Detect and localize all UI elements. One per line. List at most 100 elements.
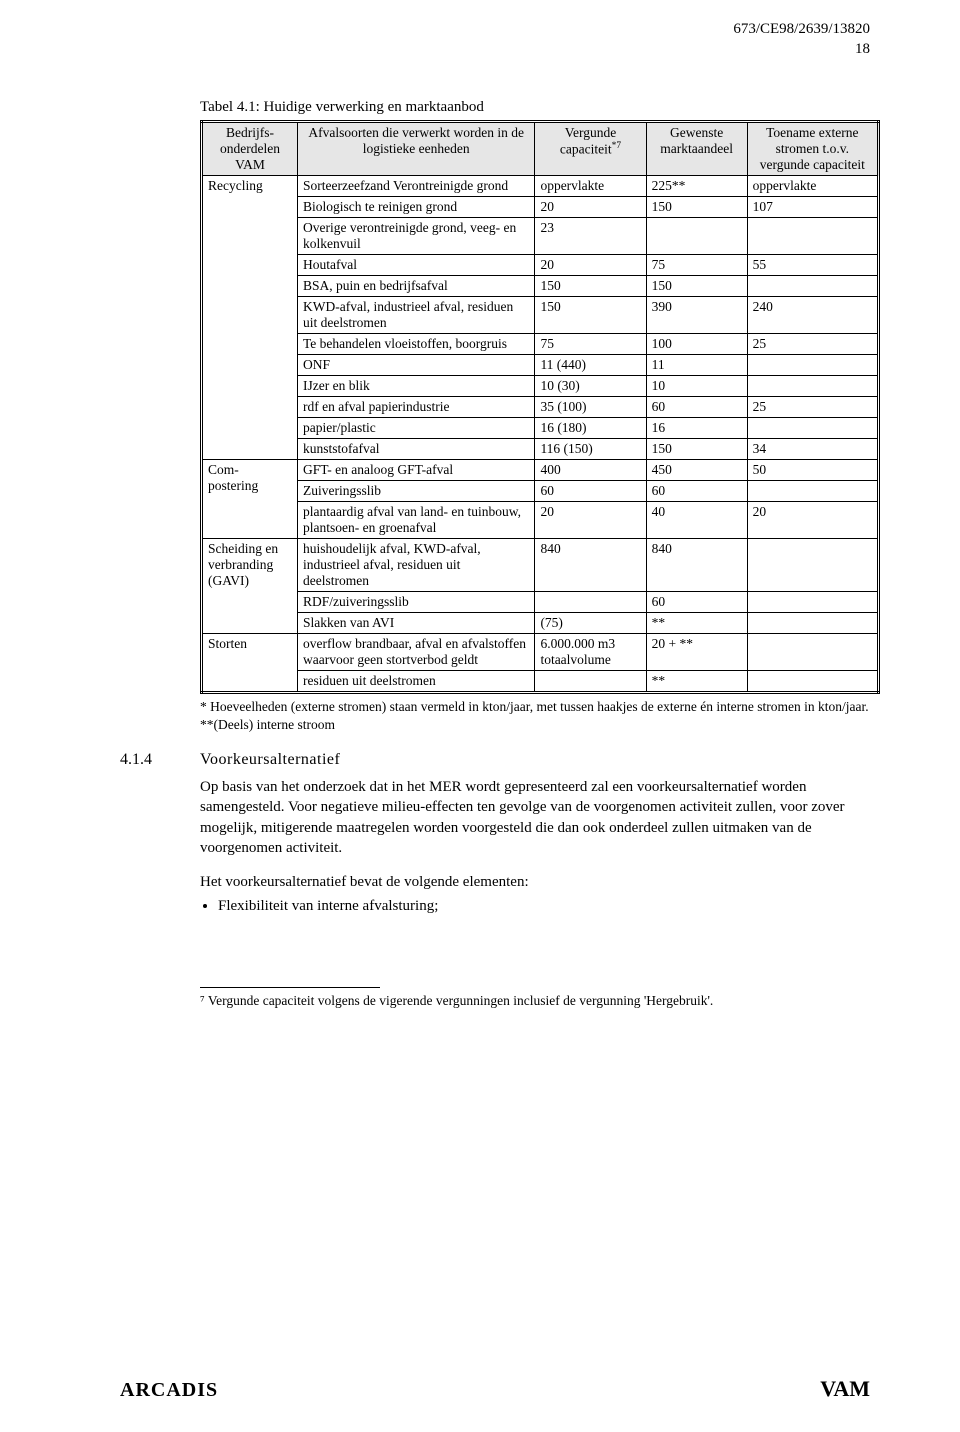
table-row: residuen uit deelstromen**	[202, 671, 879, 693]
value-cell	[747, 418, 878, 439]
item-cell: RDF/zuiveringsslib	[297, 592, 534, 613]
brand-vam: VAM	[820, 1376, 870, 1402]
value-cell: 34	[747, 439, 878, 460]
value-cell: 225**	[646, 176, 747, 197]
table-row: Zuiveringsslib6060	[202, 481, 879, 502]
item-cell: overflow brandbaar, afval en afvalstoffe…	[297, 634, 534, 671]
value-cell: 60	[646, 481, 747, 502]
paragraph: Op basis van het onderzoek dat in het ME…	[200, 777, 860, 858]
th-wastetypes: Afvalsoorten die verwerkt worden in de l…	[297, 122, 534, 176]
category-cell: Com- postering	[202, 460, 298, 539]
value-cell	[646, 218, 747, 255]
bullet-item: Flexibiliteit van interne afvalsturing;	[218, 896, 860, 916]
value-cell: 60	[535, 481, 646, 502]
value-cell: 16	[646, 418, 747, 439]
value-cell: 100	[646, 334, 747, 355]
value-cell	[747, 592, 878, 613]
table-row: IJzer en blik10 (30)10	[202, 376, 879, 397]
table-row: plantaardig afval van land- en tuinbouw,…	[202, 502, 879, 539]
th-category: Bedrijfs- onderdelen VAM	[202, 122, 298, 176]
table-row: Te behandelen vloeistoffen, boorgruis751…	[202, 334, 879, 355]
value-cell	[535, 671, 646, 693]
value-cell: 50	[747, 460, 878, 481]
value-cell: 150	[646, 197, 747, 218]
value-cell: (75)	[535, 613, 646, 634]
item-cell: Zuiveringsslib	[297, 481, 534, 502]
item-cell: kunststofafval	[297, 439, 534, 460]
value-cell: 16 (180)	[535, 418, 646, 439]
value-cell: 390	[646, 297, 747, 334]
item-cell: Houtafval	[297, 255, 534, 276]
item-cell: Slakken van AVI	[297, 613, 534, 634]
value-cell	[747, 634, 878, 671]
value-cell: 25	[747, 397, 878, 418]
value-cell: 6.000.000 m3 totaalvolume	[535, 634, 646, 671]
value-cell	[747, 613, 878, 634]
table-row: RecyclingSorteerzeefzand Verontreinigde …	[202, 176, 879, 197]
value-cell: 840	[646, 539, 747, 592]
value-cell: 20	[535, 255, 646, 276]
value-cell: 11	[646, 355, 747, 376]
value-cell: 20	[535, 197, 646, 218]
document-header: 673/CE98/2639/13820 18	[120, 20, 870, 59]
item-cell: huishoudelijk afval, KWD-afval, industri…	[297, 539, 534, 592]
value-cell: **	[646, 613, 747, 634]
value-cell: 150	[646, 439, 747, 460]
value-cell: 116 (150)	[535, 439, 646, 460]
table-row: Scheiding en verbranding (GAVI)huishoude…	[202, 539, 879, 592]
table-row: RDF/zuiveringsslib 60	[202, 592, 879, 613]
th-increase: Toename externe stromen t.o.v. vergunde …	[747, 122, 878, 176]
table-row: Com- posteringGFT- en analoog GFT-afval4…	[202, 460, 879, 481]
value-cell	[535, 592, 646, 613]
value-cell: 10 (30)	[535, 376, 646, 397]
footnote-7: ⁷ Vergunde capaciteit volgens de vigeren…	[200, 992, 840, 1010]
value-cell: 60	[646, 592, 747, 613]
th-marketshare: Gewenste marktaandeel	[646, 122, 747, 176]
value-cell: 75	[646, 255, 747, 276]
item-cell: Te behandelen vloeistoffen, boorgruis	[297, 334, 534, 355]
value-cell: 400	[535, 460, 646, 481]
value-cell	[747, 355, 878, 376]
table-row: KWD-afval, industrieel afval, residuen u…	[202, 297, 879, 334]
doc-reference: 673/CE98/2639/13820	[120, 20, 870, 40]
item-cell: KWD-afval, industrieel afval, residuen u…	[297, 297, 534, 334]
value-cell: 150	[646, 276, 747, 297]
table-caption: Tabel 4.1: Huidige verwerking en marktaa…	[200, 99, 870, 116]
table-row: ONF11 (440)11	[202, 355, 879, 376]
item-cell: IJzer en blik	[297, 376, 534, 397]
section-title: Voorkeursalternatief	[200, 751, 340, 769]
section-number: 4.1.4	[120, 751, 200, 769]
value-cell: 60	[646, 397, 747, 418]
footnote-doublestar: **(Deels) interne stroom	[200, 716, 880, 734]
value-cell: oppervlakte	[535, 176, 646, 197]
table-footnotes: * Hoeveelheden (externe stromen) staan v…	[200, 698, 880, 733]
table-row: Houtafval207555	[202, 255, 879, 276]
value-cell: 35 (100)	[535, 397, 646, 418]
table-row: Slakken van AVI(75)**	[202, 613, 879, 634]
value-cell: 75	[535, 334, 646, 355]
table-row: Biologisch te reinigen grond20150107	[202, 197, 879, 218]
value-cell: 23	[535, 218, 646, 255]
page-footer: ARCADIS VAM	[120, 1376, 870, 1402]
table-row: rdf en afval papierindustrie35 (100)6025	[202, 397, 879, 418]
footnote-rule	[200, 987, 380, 988]
value-cell: 55	[747, 255, 878, 276]
paragraph: Het voorkeursalternatief bevat de volgen…	[200, 872, 860, 892]
item-cell: Sorteerzeefzand Verontreinigde grond	[297, 176, 534, 197]
value-cell	[747, 276, 878, 297]
item-cell: Biologisch te reinigen grond	[297, 197, 534, 218]
value-cell: 20	[535, 502, 646, 539]
table-row: BSA, puin en bedrijfsafval150150	[202, 276, 879, 297]
brand-arcadis: ARCADIS	[120, 1379, 218, 1402]
value-cell	[747, 671, 878, 693]
value-cell: 450	[646, 460, 747, 481]
item-cell: BSA, puin en bedrijfsafval	[297, 276, 534, 297]
value-cell: 150	[535, 297, 646, 334]
value-cell: 240	[747, 297, 878, 334]
value-cell: 11 (440)	[535, 355, 646, 376]
table-row: papier/plastic16 (180)16	[202, 418, 879, 439]
item-cell: residuen uit deelstromen	[297, 671, 534, 693]
data-table: Bedrijfs- onderdelen VAM Afvalsoorten di…	[200, 120, 880, 694]
item-cell: papier/plastic	[297, 418, 534, 439]
value-cell: 840	[535, 539, 646, 592]
